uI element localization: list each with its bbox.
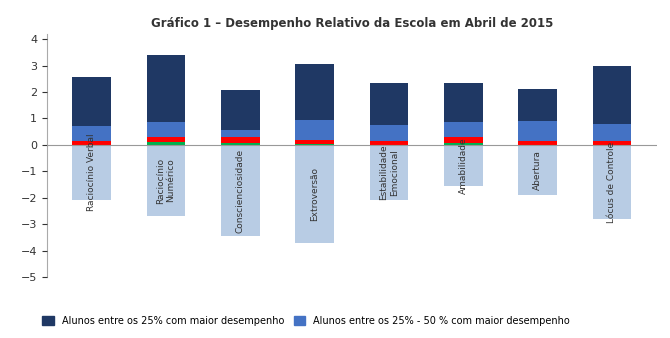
Bar [221, 129, 259, 138]
Bar [295, 64, 334, 120]
Bar [444, 83, 482, 122]
Bar [147, 55, 185, 122]
Bar [147, 137, 185, 142]
Bar [147, 122, 185, 137]
Bar [593, 66, 631, 124]
Bar [370, 125, 408, 141]
Bar [519, 121, 557, 141]
Text: Raciocínio Verbal: Raciocínio Verbal [87, 134, 96, 212]
Bar [444, 143, 482, 145]
Text: Estabilidade
Emocional: Estabilidade Emocional [379, 145, 399, 200]
Bar [72, 141, 111, 145]
Bar [72, 126, 111, 141]
Bar [519, 89, 557, 121]
Bar [370, 141, 408, 145]
Bar [519, 145, 557, 195]
Bar [444, 122, 482, 138]
Bar [295, 144, 334, 145]
Bar [221, 145, 259, 236]
Text: Extroversão: Extroversão [310, 167, 319, 221]
Bar [295, 120, 334, 140]
Bar [593, 141, 631, 145]
Bar [519, 141, 557, 145]
Bar [221, 143, 259, 145]
Bar [221, 138, 259, 143]
Bar [72, 77, 111, 126]
Bar [444, 138, 482, 143]
Title: Gráfico 1 – Desempenho Relativo da Escola em Abril de 2015: Gráfico 1 – Desempenho Relativo da Escol… [151, 17, 553, 30]
Bar [295, 140, 334, 144]
Text: Lócus de Controle: Lócus de Controle [608, 141, 616, 222]
Bar [370, 83, 408, 125]
Bar [147, 145, 185, 216]
Legend: Alunos entre os 25% com maior desempenho, Alunos entre os 25% - 50 % com maior d: Alunos entre os 25% com maior desempenho… [38, 312, 574, 330]
Bar [370, 145, 408, 200]
Bar [593, 145, 631, 219]
Text: Abertura: Abertura [533, 150, 542, 190]
Bar [147, 142, 185, 145]
Bar [221, 90, 259, 129]
Bar [295, 145, 334, 243]
Bar [72, 145, 111, 200]
Bar [593, 124, 631, 141]
Text: Amabilidade: Amabilidade [459, 137, 468, 194]
Text: Conscienciosidade: Conscienciosidade [236, 148, 245, 233]
Text: Raciocínio
Numérico: Raciocínio Numérico [156, 158, 176, 204]
Bar [444, 145, 482, 186]
